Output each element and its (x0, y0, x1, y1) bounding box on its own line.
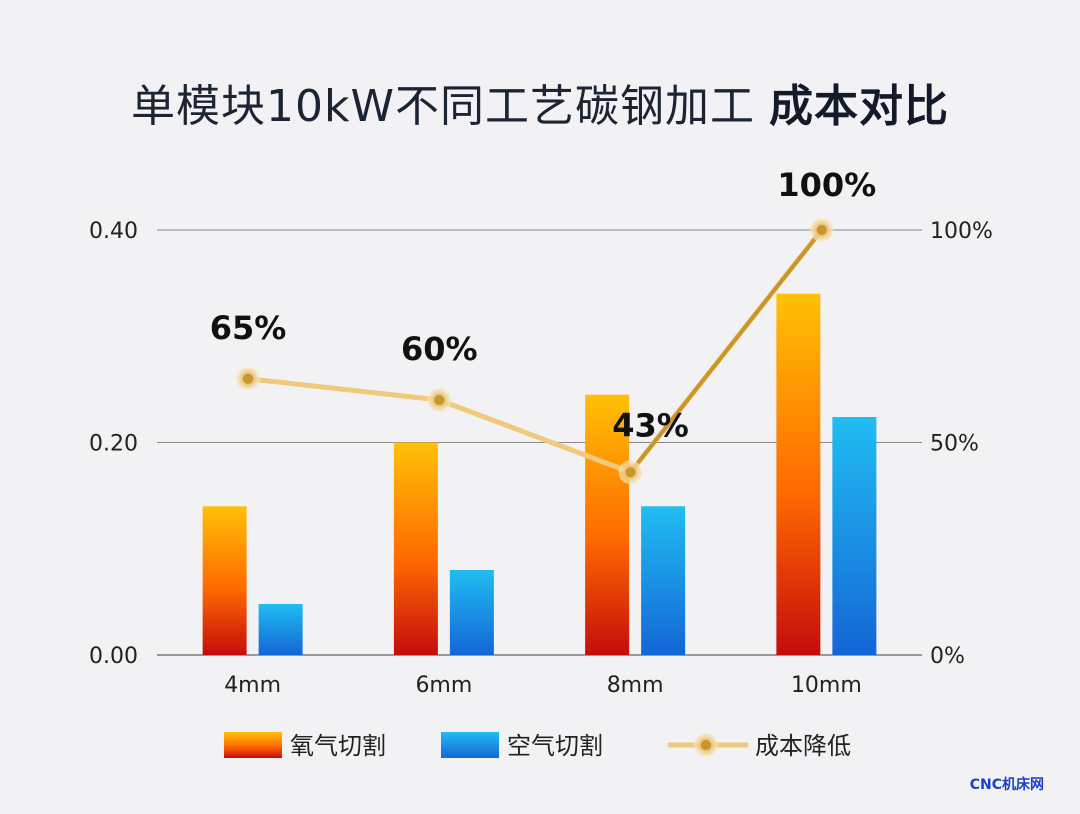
bar-oxygen (585, 394, 630, 655)
line-point-core (625, 467, 636, 478)
line-cost-reduction (247, 228, 824, 475)
line-point-core (816, 225, 827, 235)
y-right-tick-label: 50% (930, 432, 979, 457)
data-label: 43% (612, 406, 689, 444)
x-tick-label: 6mm (415, 673, 472, 698)
watermark-text: CNC机床网 (969, 777, 1044, 793)
line-point-core (243, 373, 253, 384)
legend-swatch-oxygen (224, 732, 282, 758)
data-label: 65% (210, 309, 287, 347)
legend-line-point-core (701, 740, 711, 750)
bar-air (258, 604, 303, 655)
data-label: 60% (401, 330, 478, 368)
legend-swatch-air (441, 732, 499, 758)
y-right-tick-label: 100% (930, 219, 993, 244)
x-tick-label: 8mm (607, 673, 664, 698)
legend-label-oxygen: 氧气切割 (290, 732, 386, 760)
y-right-tick-label: 0% (930, 644, 965, 669)
bar-air (449, 570, 494, 655)
bar-oxygen (393, 442, 438, 655)
bar-air (641, 506, 686, 655)
y-left-tick-label: 0.00 (89, 644, 138, 669)
chart-title-bold: 成本对比 (768, 81, 949, 132)
bar-air (832, 417, 877, 655)
line-point-core (434, 395, 445, 405)
line-segment (628, 228, 824, 475)
data-label: 100% (777, 166, 876, 204)
chart-title: 单模块10kW不同工艺碳钢加工 成本对比 (0, 70, 1080, 134)
y-left-tick-label: 0.40 (89, 219, 138, 244)
chart-title-main: 单模块10kW不同工艺碳钢加工 (131, 81, 755, 132)
x-tick-label: 10mm (791, 673, 862, 698)
legend-label-line: 成本降低 (755, 732, 851, 760)
legend-label-air: 空气切割 (507, 732, 603, 760)
x-tick-label: 4mm (224, 673, 281, 698)
y-left-tick-label: 0.20 (89, 432, 138, 457)
bar-oxygen (776, 293, 821, 655)
bar-oxygen (202, 506, 247, 655)
